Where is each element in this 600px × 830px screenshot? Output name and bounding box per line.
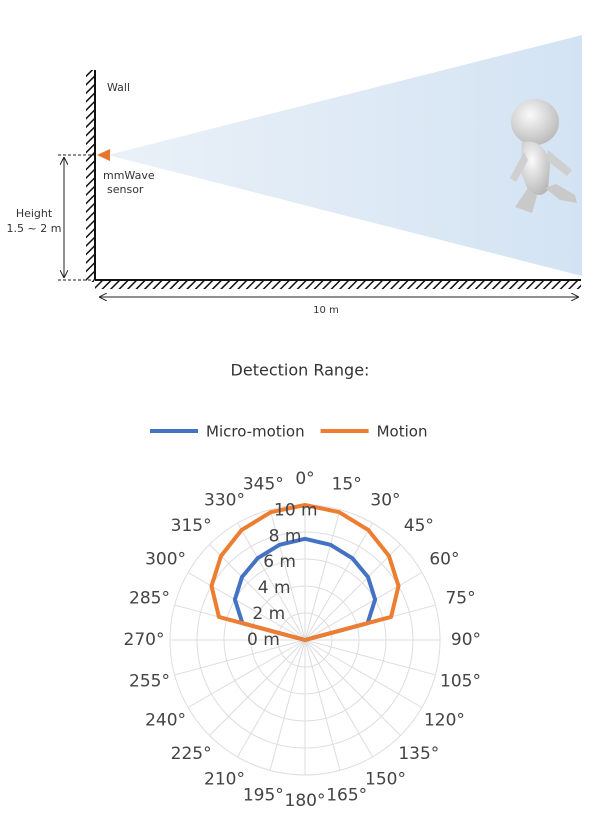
angle-tick-label: 285°: [129, 588, 170, 608]
wall-label: Wall: [107, 81, 130, 94]
radial-tick-label: 4 m: [258, 578, 291, 598]
grid-spoke: [304, 509, 341, 641]
grid-spoke: [304, 522, 373, 641]
radial-tick-label: 6 m: [263, 552, 296, 572]
angle-tick-label: 45°: [404, 516, 434, 536]
height-label: 1.5 ~ 2 m: [7, 222, 62, 235]
angle-tick-label: 300°: [145, 550, 186, 570]
polar-chart: 0° 15° 30°45° 60° 75° 90° 105° 120° 135° 150°165°…: [124, 423, 482, 812]
angle-tick-label: 15°: [332, 474, 362, 494]
floor: [95, 280, 581, 289]
grid-spoke: [304, 639, 373, 758]
angle-tick-label: 345°: [243, 474, 284, 494]
sensor: [97, 149, 110, 161]
angle-tick-label: 135°: [398, 744, 439, 764]
angle-tick-label: 180°: [285, 791, 326, 811]
angle-tick-label: 270°: [124, 630, 165, 650]
distance-label: 10 m: [313, 305, 339, 316]
detection-beam: [108, 35, 582, 276]
grid-spoke: [237, 639, 306, 758]
grid-spoke: [209, 639, 306, 736]
grid-spoke: [304, 639, 436, 676]
grid-spoke: [304, 639, 341, 771]
legend-label: Motion: [377, 423, 428, 441]
radial-tick-label: 0 m: [247, 630, 280, 650]
angle-tick-label: 90°: [451, 630, 481, 650]
angle-tick-label: 105°: [440, 672, 481, 692]
grid-spoke: [187, 639, 306, 708]
angle-tick-label: 60°: [429, 550, 459, 570]
radial-tick-label: 2 m: [252, 604, 285, 624]
angle-tick-label: 150°: [365, 769, 406, 789]
angle-tick-label: 165°: [326, 786, 367, 806]
grid-spoke: [304, 639, 423, 708]
angle-tick-label: 225°: [171, 744, 212, 764]
chart-title: Detection Range:: [231, 361, 370, 380]
angle-tick-label: 0°: [295, 469, 314, 489]
grid-spoke: [269, 509, 306, 641]
grid-spoke: [269, 639, 306, 771]
grid-spoke: [304, 572, 423, 641]
radial-tick-label: 8 m: [269, 526, 302, 546]
radial-tick-label: 10 m: [274, 500, 318, 520]
grid-spoke: [304, 544, 401, 641]
grid-spoke: [209, 544, 306, 641]
angle-tick-label: 210°: [204, 769, 245, 789]
angle-tick-label: 330°: [204, 491, 245, 511]
angle-tick-label: 255°: [129, 672, 170, 692]
angle-tick-label: 195°: [243, 786, 284, 806]
grid-spoke: [237, 522, 306, 641]
wall: [86, 70, 94, 282]
angle-tick-label: 120°: [424, 711, 465, 731]
angle-tick-label: 30°: [370, 491, 400, 511]
angle-tick-label: 240°: [145, 711, 186, 731]
legend-label: Micro-motion: [206, 423, 305, 441]
grid-spoke: [304, 639, 401, 736]
sensor-label: sensor: [107, 183, 144, 196]
person: [510, 99, 577, 213]
angle-tick-label: 315°: [171, 516, 212, 536]
grid-spoke: [187, 572, 306, 641]
series-line: [209, 503, 401, 642]
height-label: Height: [16, 207, 53, 220]
grid-spoke: [174, 639, 306, 676]
sensor-label: mmWave: [103, 169, 155, 182]
angle-tick-label: 75°: [445, 588, 475, 608]
